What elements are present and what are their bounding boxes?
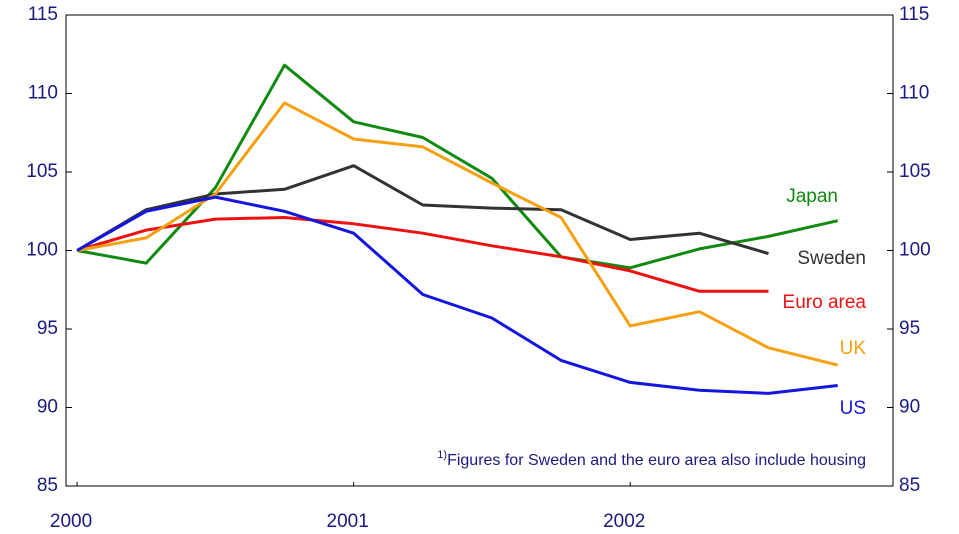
y2-tick-label: 115 <box>899 4 929 25</box>
series-label: Sweden <box>797 248 866 269</box>
footnote-text: Figures for Sweden and the euro area als… <box>447 452 866 469</box>
series-label: Japan <box>786 186 838 207</box>
y-tick-label: 110 <box>28 83 58 104</box>
x-tick-label: 2002 <box>603 511 645 532</box>
series-line <box>76 164 769 256</box>
y2-tick-label: 105 <box>899 161 931 182</box>
series-line <box>76 101 839 367</box>
y2-tick-label: 110 <box>899 83 929 104</box>
x-tick-label: 2000 <box>50 511 92 532</box>
y2-tick-label: 100 <box>899 240 931 261</box>
y2-tick-label: 90 <box>899 397 920 418</box>
y-tick-label: 90 <box>37 397 58 418</box>
footnote-marker: 1) <box>437 449 447 461</box>
series-line <box>76 195 838 395</box>
footnote: 1)Figures for Sweden and the euro area a… <box>437 449 866 469</box>
y-tick-label: 100 <box>26 240 58 261</box>
y-tick-label: 85 <box>37 475 58 496</box>
series-label: UK <box>840 338 867 359</box>
y2-tick-label: 85 <box>899 475 920 496</box>
y-tick-label: 105 <box>26 161 58 182</box>
x-tick-label: 2001 <box>327 511 369 532</box>
y-tick-label: 95 <box>37 318 58 339</box>
series-line <box>76 216 769 293</box>
series-label: US <box>840 398 866 419</box>
series-label: Euro area <box>783 292 867 313</box>
y2-tick-label: 95 <box>899 318 920 339</box>
y-tick-label: 115 <box>28 4 58 25</box>
plot-frame <box>65 14 894 487</box>
